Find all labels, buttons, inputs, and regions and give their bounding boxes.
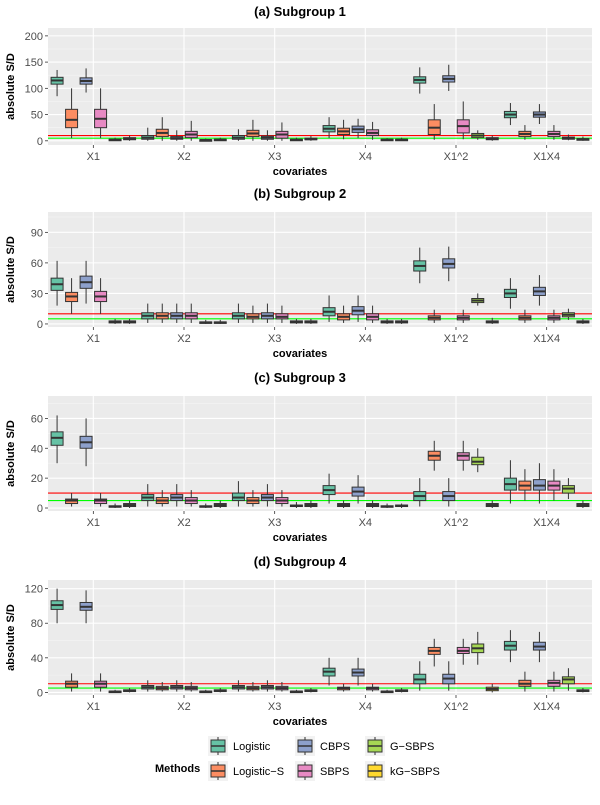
- y-tick-label: 80: [31, 618, 43, 630]
- y-axis-title: absolute S/D: [5, 53, 17, 120]
- subgroup-panel: 0 50 100 150 200 X1 X2 X3 X4 X1^2 X1X4 (a) Subgroup…: [5, 4, 592, 178]
- legend-label: SBPS: [320, 766, 349, 778]
- legend-item: Logistic: [208, 736, 271, 756]
- legend-title: Methods: [155, 763, 200, 775]
- y-tick-label: 50: [31, 110, 43, 122]
- legend-item: Logistic−S: [208, 761, 284, 781]
- subgroup-panel: 0 40 80 120 X1 X2 X3 X4 X1^2 X1X4 (d) Subgroup 4 co…: [5, 554, 592, 728]
- x-tick-label: X2: [177, 151, 190, 163]
- legend-item: kG−SBPS: [365, 761, 440, 781]
- y-tick-label: 60: [31, 258, 43, 270]
- y-tick-label: 40: [31, 443, 43, 455]
- y-tick-label: 60: [31, 413, 43, 425]
- panel-title: (a) Subgroup 1: [254, 4, 346, 19]
- legend-item: SBPS: [295, 761, 349, 781]
- x-axis-title: covariates: [273, 166, 327, 178]
- y-tick-label: 100: [25, 83, 43, 95]
- legend-item: CBPS: [295, 736, 350, 756]
- panel-background: [48, 28, 592, 145]
- panel-title: (c) Subgroup 3: [254, 370, 346, 385]
- x-tick-label: X1X4: [533, 517, 560, 529]
- subgroup-panel: 0 30 60 90 X1 X2 X3 X4 X1^2 X1X4 (b) Subgroup 2 cov…: [5, 186, 592, 360]
- x-tick-label: X1: [87, 151, 100, 163]
- x-axis-title: covariates: [273, 348, 327, 360]
- panel-title: (d) Subgroup 4: [254, 554, 347, 569]
- panel-background: [48, 212, 592, 327]
- x-tick-label: X2: [177, 701, 190, 713]
- y-tick-label: 0: [37, 319, 43, 331]
- x-tick-label: X1: [87, 333, 100, 345]
- x-tick-label: X3: [268, 151, 281, 163]
- x-tick-label: X1^2: [444, 151, 469, 163]
- legend-label: Logistic: [233, 741, 271, 753]
- legend-label: kG−SBPS: [390, 766, 440, 778]
- y-tick-label: 200: [25, 31, 43, 43]
- x-tick-label: X4: [359, 151, 372, 163]
- legend-label: G−SBPS: [390, 741, 434, 753]
- x-axis-title: covariates: [273, 716, 327, 728]
- x-tick-label: X1X4: [533, 333, 560, 345]
- y-tick-label: 20: [31, 473, 43, 485]
- legend-label: CBPS: [320, 741, 350, 753]
- x-tick-label: X3: [268, 701, 281, 713]
- box-body: [65, 108, 79, 129]
- x-tick-label: X1^2: [444, 701, 469, 713]
- x-tick-label: X1X4: [533, 701, 560, 713]
- y-tick-label: 0: [37, 687, 43, 699]
- x-tick-label: X2: [177, 517, 190, 529]
- x-tick-label: X1: [87, 517, 100, 529]
- panel-title: (b) Subgroup 2: [254, 186, 346, 201]
- y-axis-title: absolute S/D: [5, 420, 17, 487]
- x-tick-label: X3: [268, 517, 281, 529]
- x-tick-label: X1^2: [444, 333, 469, 345]
- x-tick-label: X1^2: [444, 517, 469, 529]
- x-tick-label: X4: [359, 517, 372, 529]
- legend-label: Logistic−S: [233, 766, 284, 778]
- y-tick-label: 0: [37, 136, 43, 148]
- y-tick-label: 120: [25, 584, 43, 596]
- legend: Methods Logistic Logistic−S CBPS SBPS G−SBPS k…: [155, 736, 440, 781]
- y-axis-title: absolute S/D: [5, 604, 17, 671]
- y-tick-label: 40: [31, 653, 43, 665]
- x-axis-title: covariates: [273, 532, 327, 544]
- x-tick-label: X1X4: [533, 151, 560, 163]
- panel-background: [48, 396, 592, 511]
- y-tick-label: 0: [37, 503, 43, 515]
- y-tick-label: 30: [31, 288, 43, 300]
- y-axis-title: absolute S/D: [5, 236, 17, 303]
- legend-item: G−SBPS: [365, 736, 434, 756]
- panel-background: [48, 580, 592, 695]
- x-tick-label: X4: [359, 701, 372, 713]
- y-tick-label: 150: [25, 57, 43, 69]
- x-tick-label: X3: [268, 333, 281, 345]
- x-tick-label: X2: [177, 333, 190, 345]
- x-tick-label: X1: [87, 701, 100, 713]
- y-tick-label: 90: [31, 227, 43, 239]
- subgroup-panel: 0 20 40 60 X1 X2 X3 X4 X1^2 X1X4 (c) Subgroup 3 cov…: [5, 370, 592, 544]
- x-tick-label: X4: [359, 333, 372, 345]
